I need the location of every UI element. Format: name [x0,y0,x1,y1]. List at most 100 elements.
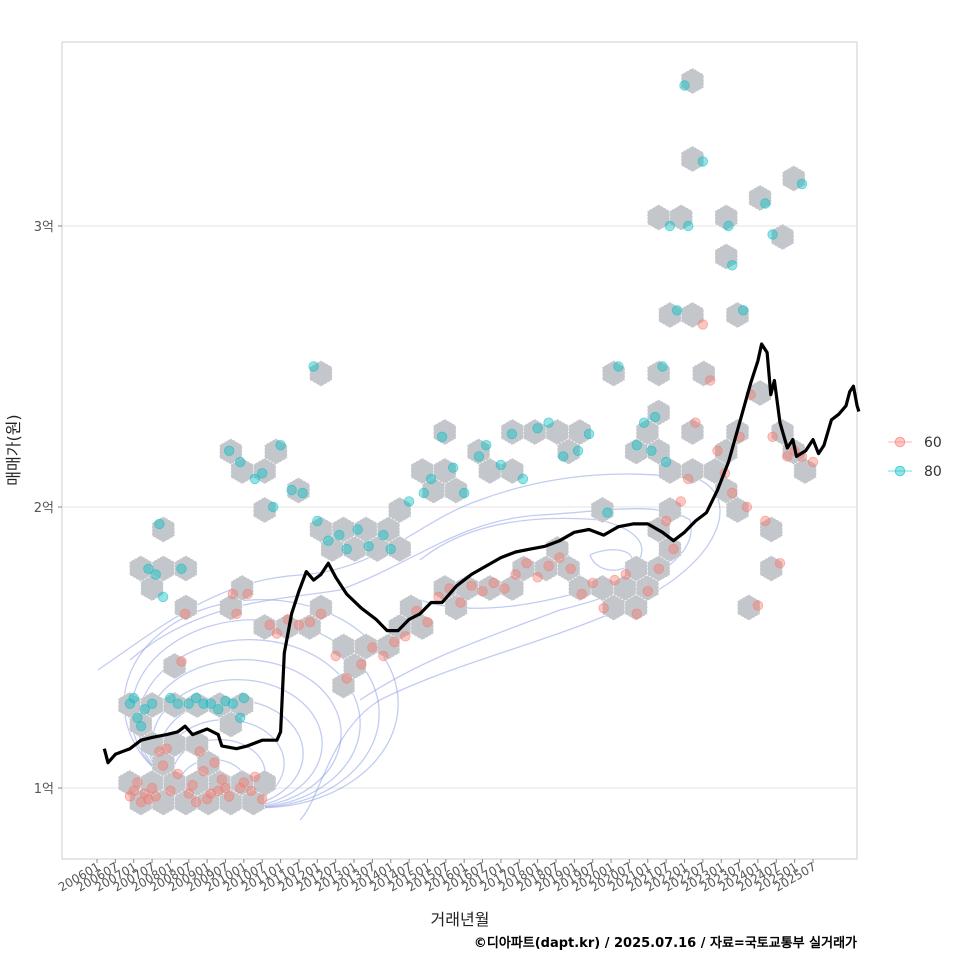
data-point-60 [620,569,631,580]
legend-label: 60 [924,435,942,451]
data-point-60 [697,319,709,330]
data-point-80 [767,229,778,240]
hexbin-cell [410,457,434,485]
data-point-60 [565,563,576,575]
data-point-60 [234,782,246,794]
data-point-60 [315,608,327,620]
data-point-60 [807,456,819,468]
data-point-80 [638,417,650,428]
data-point-60 [741,501,753,513]
data-point-60 [712,445,723,457]
hexbin-cell [602,594,626,621]
hexbin-cell [264,438,288,465]
data-point-60 [231,608,242,620]
hexbin-cell [658,457,682,485]
median-price-line [102,342,861,765]
data-point-80 [143,563,154,575]
data-point-80 [613,361,624,372]
data-point-80 [212,704,224,715]
data-point-60 [187,780,198,791]
data-point-80 [660,456,672,468]
data-point-60 [488,577,499,589]
data-point-80 [205,698,217,709]
data-point-60 [264,619,275,631]
data-point-60 [576,588,587,600]
hexbin-cell [162,730,187,758]
data-point-60 [378,650,389,662]
data-point-80 [190,692,202,704]
data-point-80 [286,484,297,496]
y-tick-label: 3억 [34,220,54,235]
data-point-60 [422,617,433,628]
data-point-60 [668,543,679,555]
hexbin-cell [433,457,457,485]
data-point-80 [473,451,485,462]
data-point-80 [425,473,437,485]
hexbin-cell [376,516,401,543]
data-point-80 [572,445,584,457]
hexbin-cell [602,360,626,387]
data-point-60 [466,580,477,591]
hexbin-cell [658,535,682,563]
data-point-80 [760,198,771,209]
legend-label: 80 [924,464,942,480]
data-point-60 [433,591,444,603]
hexbin-cell [478,457,502,485]
data-point-60 [330,650,341,662]
hexbin-cell [793,457,817,485]
data-point-80 [697,156,709,167]
data-point-60 [767,431,778,443]
data-point-60 [727,487,738,499]
hexbin-cell [421,477,446,504]
hexbin-cell [590,496,615,524]
data-point-80 [165,692,176,704]
data-point-80 [436,431,448,443]
hexbin-cell [748,184,772,212]
data-point-80 [727,260,738,271]
data-point-60 [499,583,510,594]
data-point-60 [510,569,521,580]
data-point-80 [418,487,430,499]
data-point-60 [690,417,701,428]
data-point-80 [378,529,389,541]
data-point-80 [268,501,279,513]
data-point-60 [242,588,253,600]
legend-key-point [894,465,906,477]
data-point-80 [176,563,187,575]
data-point-60 [165,785,176,797]
data-point-60 [532,572,543,583]
data-point-80 [146,698,158,709]
legend: 60 80 [888,435,942,480]
hexbin-cell [680,67,705,95]
hexbin-cell [692,360,716,387]
data-point-80 [385,543,396,555]
hexbin-cell [568,574,592,602]
hexbin-cell [669,204,693,231]
data-point-60 [683,473,694,485]
hexbin-cell [557,555,581,582]
hexbin-cell [117,691,142,719]
legend-key-point [894,436,906,448]
hexbin-cell [331,516,356,543]
data-point-60 [782,451,793,462]
data-point-80 [154,518,165,530]
data-point-80 [308,361,319,372]
data-point-60 [172,768,184,780]
data-point-80 [257,468,268,479]
data-point-60 [752,600,764,611]
median-line-layer [102,342,861,765]
hexbin-cell [196,750,221,777]
data-point-60 [176,656,187,667]
data-point-60 [367,642,378,653]
hexbin-cell [714,243,738,270]
data-point-60 [238,777,250,788]
hexbin-cell [354,633,378,660]
data-point-80 [352,524,363,535]
data-point-60 [389,636,400,648]
hexbin-cell [140,574,164,602]
data-point-80 [403,496,415,507]
data-point-60 [132,777,143,788]
data-point-80 [128,692,139,704]
hexbin-cell [658,301,682,329]
data-point-80 [234,456,246,468]
